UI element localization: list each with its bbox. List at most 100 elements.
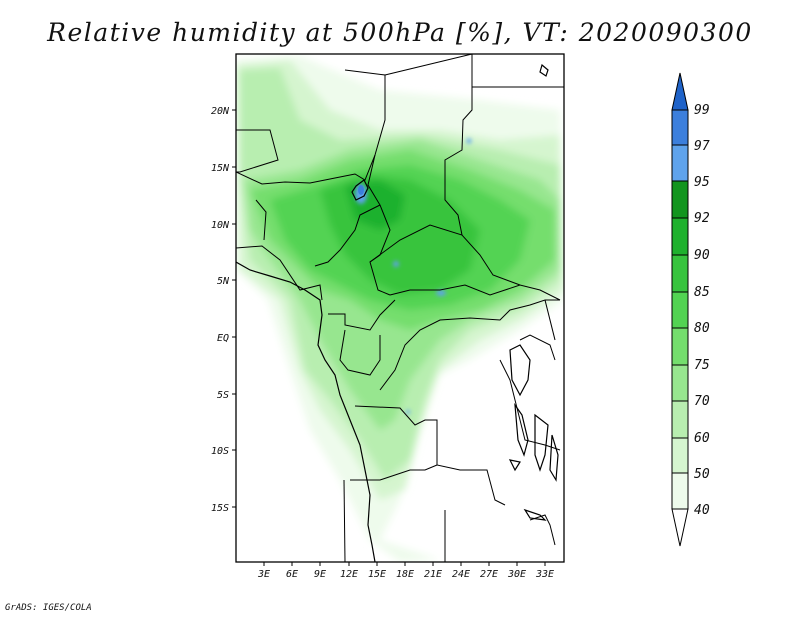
x-tick-label: 6E [286,569,298,580]
colorbar-segment [671,291,689,329]
map-title: Relative humidity at 500hPa [%], VT: 202… [47,18,753,47]
lake-outline [514,402,529,457]
colorbar: 99 97 95 92 90 85 80 75 70 60 50 40 [671,72,710,547]
island-outline [539,63,549,77]
lake-outline [509,344,531,397]
colorbar-bottom-arrow [671,508,689,547]
border-line [236,129,279,173]
border-line [236,69,386,185]
colorbar-segment [671,254,689,293]
y-tick: 20N [211,106,236,117]
colorbar-label: 92 [694,211,710,226]
y-tick-label: 15N [211,163,230,174]
x-tick: 18E [396,562,414,580]
y-tick-label: 15S [211,503,229,514]
colorbar-label: 80 [694,321,710,336]
coastline [236,63,559,562]
colorbar-segment [671,327,689,366]
colorbar-label: 95 [694,175,710,190]
y-tick: 10N [211,220,236,231]
border-line [499,359,561,451]
y-tick-label: 10N [211,220,230,231]
border-line [343,479,346,562]
x-axis: 3E 6E 9E 12E 15E 18E 21E 24E 27E 30E 33E [257,562,554,580]
border-line [350,464,438,481]
humidity-zone-95 [406,410,410,414]
border-line [444,54,473,236]
colorbar-segment [671,180,689,219]
y-tick: EQ [217,333,236,344]
border-line [354,405,506,506]
y-tick-label: 5N [217,276,230,287]
lake-outline [351,179,369,201]
y-tick: 5N [217,276,236,287]
x-tick: 24E [452,562,470,580]
y-axis: 20N 15N 10N 5N EQ 5S 10S 15S [211,106,236,514]
colorbar-segment [671,437,689,474]
x-tick: 21E [424,562,442,580]
y-tick: 15S [211,503,236,514]
x-tick: 9E [314,562,326,580]
border-line [255,199,267,241]
border-line [544,299,556,341]
x-tick-label: 9E [314,569,326,580]
y-tick: 15N [211,163,236,174]
grads-credit: GrADS: IGES/COLA [5,603,92,613]
x-tick-label: 21E [424,569,442,580]
map-frame [235,53,565,563]
x-tick-label: 15E [368,569,386,580]
x-tick: 15E [368,562,386,580]
x-tick-label: 30E [507,569,526,580]
colorbar-label: 50 [694,467,710,482]
y-tick-label: 10S [211,446,229,457]
colorbar-label: 40 [694,503,710,518]
border-line [384,54,473,76]
coastline-path [236,261,376,562]
border-line [529,514,556,546]
humidity-zone-97 [358,185,364,195]
colorbar-top-arrow [671,72,689,111]
y-tick-label: EQ [217,333,229,344]
lake-outline [534,413,549,472]
x-tick-label: 18E [396,569,414,580]
humidity-field [236,54,564,562]
coastline-path [508,459,521,472]
border-line [328,299,396,331]
x-tick-label: 12E [340,569,358,580]
colorbar-segment [671,217,689,256]
colorbar-label: 70 [694,394,710,409]
border-line [519,334,556,361]
border-line [339,329,381,376]
y-tick: 10S [211,446,236,457]
y-tick: 5S [217,390,236,401]
colorbar-label: 60 [694,431,710,446]
y-tick-label: 20N [211,106,230,117]
lake-outline [549,434,559,482]
colorbar-label: 75 [694,358,710,373]
border-line [236,245,323,301]
colorbar-label: 99 [694,103,710,118]
humidity-zone-95 [436,290,446,296]
x-tick: 6E [286,562,298,580]
border-line [379,299,560,391]
colorbar-segment [671,364,689,402]
x-tick-label: 3E [257,569,270,580]
y-tick-label: 5S [217,390,229,401]
country-borders [236,54,564,562]
border-line [369,224,521,286]
border-line [389,284,561,301]
x-tick: 3E [257,562,270,580]
humidity-zone-95 [466,138,472,144]
humidity-zone-95 [393,261,399,267]
x-tick: 30E [507,562,526,580]
colorbar-segment [671,144,689,182]
x-tick: 27E [480,562,498,580]
x-tick: 33E [535,562,554,580]
coastline-path [523,508,547,521]
colorbar-label: 97 [694,139,710,154]
border-line [314,154,381,267]
x-tick-label: 24E [452,569,470,580]
x-tick: 12E [340,562,358,580]
colorbar-segment [671,400,689,439]
